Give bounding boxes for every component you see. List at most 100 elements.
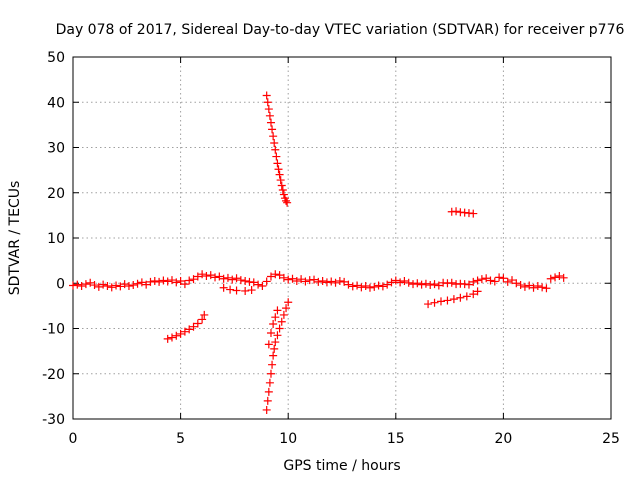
data-point	[275, 324, 284, 333]
data-point	[417, 280, 426, 289]
series-segment-17-18h-high	[447, 207, 478, 218]
data-points	[69, 91, 568, 414]
data-point	[271, 145, 280, 154]
tick-labels: 0 5 10 15 20 25 -30 -20 -10 0 10 20 30 40 50	[42, 50, 620, 447]
x-tick-label: 0	[69, 431, 78, 447]
data-point	[86, 278, 95, 287]
data-point	[318, 276, 327, 285]
data-point	[378, 282, 387, 291]
data-point	[283, 198, 292, 207]
series-segment-16-18h	[424, 287, 482, 309]
data-point	[81, 280, 90, 289]
data-point	[180, 280, 189, 289]
y-tick-label: 40	[47, 95, 65, 111]
data-point	[436, 297, 445, 306]
data-point	[546, 274, 555, 283]
data-point	[219, 274, 228, 283]
data-point	[268, 125, 277, 134]
data-point	[185, 325, 194, 334]
y-tick-label: -10	[42, 322, 65, 338]
data-point	[434, 281, 443, 290]
data-point	[413, 279, 422, 288]
data-point	[202, 272, 211, 281]
data-point	[146, 277, 155, 286]
data-point	[228, 275, 237, 284]
data-point	[180, 327, 189, 336]
data-point	[103, 281, 112, 290]
data-point	[254, 280, 263, 289]
data-point	[361, 281, 370, 290]
data-point	[271, 270, 280, 279]
data-point	[176, 276, 185, 285]
data-point	[469, 277, 478, 286]
data-point	[508, 276, 517, 285]
data-point	[499, 274, 508, 283]
data-point	[301, 277, 310, 286]
y-tick-label: 20	[47, 186, 65, 202]
data-point	[249, 278, 258, 287]
data-point	[206, 271, 215, 280]
data-point	[155, 277, 164, 286]
data-point	[232, 286, 241, 295]
data-point	[327, 277, 336, 286]
data-point	[292, 276, 301, 285]
data-point	[241, 276, 250, 285]
data-point	[211, 273, 220, 282]
data-point	[409, 280, 418, 289]
data-point	[189, 322, 198, 331]
chart-title: Day 078 of 2017, Sidereal Day-to-day VTE…	[56, 22, 625, 38]
data-point	[387, 278, 396, 287]
data-point	[142, 280, 151, 289]
data-point	[262, 91, 271, 100]
data-point	[73, 280, 82, 289]
data-point	[226, 285, 235, 294]
data-point	[270, 344, 279, 353]
data-point	[322, 278, 331, 287]
data-point	[274, 165, 283, 174]
data-point	[482, 274, 491, 283]
data-point	[430, 280, 439, 289]
data-point	[495, 273, 504, 282]
data-point	[268, 360, 277, 369]
data-point	[279, 190, 288, 199]
data-point	[163, 334, 172, 343]
data-point	[512, 279, 521, 288]
data-point	[90, 281, 99, 290]
data-point	[265, 111, 274, 120]
data-point	[335, 276, 344, 285]
data-point	[200, 310, 209, 319]
data-point	[269, 132, 278, 141]
data-point	[150, 276, 159, 285]
data-point	[277, 181, 286, 190]
axis-ticks	[72, 56, 612, 420]
data-point	[282, 196, 291, 205]
data-point	[116, 282, 125, 291]
data-point	[223, 273, 232, 282]
data-point	[172, 331, 181, 340]
data-point	[278, 186, 287, 195]
data-point	[264, 387, 273, 396]
data-point	[529, 283, 538, 292]
data-point	[273, 159, 282, 168]
data-point	[486, 276, 495, 285]
data-point	[490, 277, 499, 286]
data-point	[193, 272, 202, 281]
data-point	[533, 281, 542, 290]
data-point	[99, 280, 108, 289]
y-tick-label: 0	[56, 276, 65, 292]
data-point	[462, 292, 471, 301]
data-point	[129, 281, 138, 290]
data-point	[263, 98, 272, 107]
data-point	[193, 319, 202, 328]
series-baseline	[69, 270, 568, 293]
data-point	[370, 282, 379, 291]
series-spike-up-09h	[262, 91, 292, 207]
data-point	[520, 282, 529, 291]
data-point	[264, 105, 273, 114]
data-point	[262, 405, 271, 414]
data-point	[258, 281, 267, 290]
data-point	[124, 281, 133, 290]
data-point	[266, 118, 275, 127]
data-point	[426, 281, 435, 290]
x-tick-label: 5	[176, 431, 185, 447]
